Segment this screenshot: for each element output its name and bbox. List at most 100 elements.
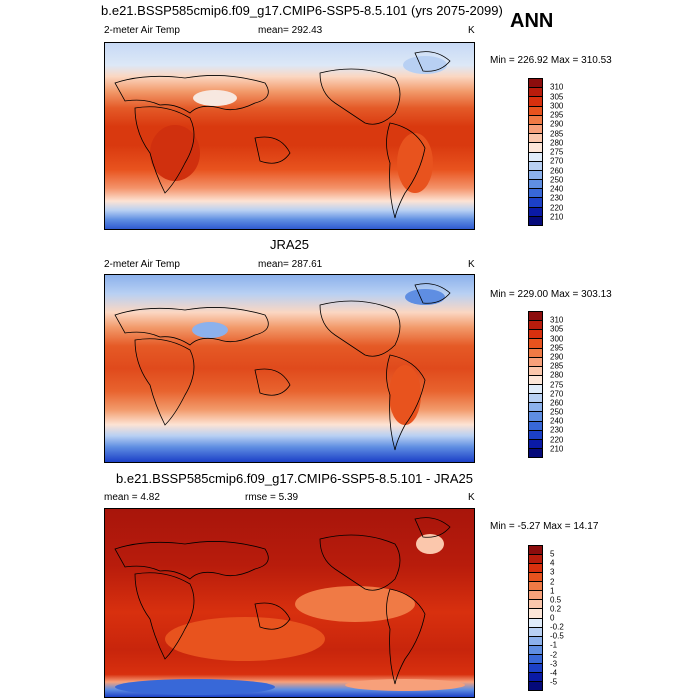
colorbar-swatch [529,385,542,395]
colorbar-tick-label: 310 [550,82,564,92]
panel3-minmax: Min = -5.27 Max = 14.17 [490,521,599,532]
panel2-colorbar [528,311,543,458]
colorbar-tick-label: 260 [550,398,564,408]
colorbar-swatch [529,582,542,592]
colorbar-swatch [529,681,542,690]
panel3-units: K [468,492,475,503]
colorbar-swatch [529,207,542,217]
colorbar-tick-label: 260 [550,166,564,175]
colorbar-swatch [529,546,542,556]
panel3-title: b.e21.BSSP585cmip6.f09_g17.CMIP6-SSP5-8.… [116,471,473,486]
panel2-units: K [468,259,475,270]
colorbar-swatch [529,321,542,331]
colorbar-swatch [529,564,542,574]
colorbar-tick-label: 0.5 [550,595,562,605]
colorbar-tick-label: 300 [550,334,564,344]
colorbar-tick-label: 5 [550,549,555,559]
colorbar-swatch [529,366,542,376]
colorbar-swatch [529,421,542,431]
panel1-units: K [468,25,475,36]
colorbar-tick-label: 270 [550,389,564,399]
colorbar-swatch [529,88,542,98]
panel1-map [104,42,475,230]
colorbar-swatch [529,330,542,340]
colorbar-swatch [529,312,542,322]
colorbar-tick-label: 3 [550,567,555,577]
colorbar-swatch [529,134,542,144]
panel2-mean: mean= 287.61 [258,259,323,270]
colorbar-tick-label: 250 [550,175,564,185]
panel1-minmax: Min = 226.92 Max = 310.53 [490,55,612,66]
colorbar-swatch [529,143,542,153]
colorbar-tick-label: 0 [550,613,555,623]
colorbar-tick-label: 310 [550,315,564,325]
colorbar-swatch [529,663,542,673]
colorbar-tick-label: 285 [550,129,564,138]
panel3-colorbar [528,545,543,691]
panel1-title: b.e21.BSSP585cmip6.f09_g17.CMIP6-SSP5-8.… [101,3,503,18]
panel1-mean: mean= 292.43 [258,25,323,36]
colorbar-tick-label: -0.2 [550,622,564,632]
panel3-map [104,508,475,698]
panel3-rmse: rmse = 5.39 [245,492,299,503]
panel2-title: JRA25 [270,237,310,252]
colorbar-tick-label: 250 [550,407,564,417]
colorbar-tick-label: 230 [550,425,564,435]
colorbar-tick-label: 295 [550,110,564,120]
panel2-minmax: Min = 229.00 Max = 303.13 [490,289,612,300]
colorbar-swatch [529,161,542,171]
colorbar-swatch [529,152,542,162]
colorbar-swatch [529,600,542,610]
colorbar-tick-label: 280 [550,370,564,380]
colorbar-swatch [529,115,542,125]
colorbar-swatch [529,636,542,646]
colorbar-swatch [529,394,542,404]
colorbar-tick-label: 295 [550,343,564,353]
colorbar-tick-label: 220 [550,203,564,212]
colorbar-swatch [529,555,542,565]
colorbar-swatch [529,79,542,89]
colorbar-swatch [529,672,542,682]
colorbar-swatch [529,170,542,181]
colorbar-swatch [529,439,542,449]
colorbar-swatch [529,97,542,107]
colorbar-tick-label: 4 [550,558,555,568]
colorbar-swatch [529,618,542,628]
colorbar-tick-label: -3 [550,659,558,669]
colorbar-swatch [529,348,542,358]
colorbar-tick-label: 275 [550,380,564,389]
panel1-colorbar [528,78,543,226]
colorbar-swatch [529,180,542,190]
colorbar-swatch [529,448,542,457]
colorbar-tick-label: 210 [550,212,564,222]
colorbar-swatch [529,357,542,367]
colorbar-tick-label: 300 [550,101,564,111]
panel3-mean: mean = 4.82 [104,492,160,503]
colorbar-tick-label: 270 [550,156,564,166]
colorbar-swatch [529,654,542,664]
colorbar-swatch [529,339,542,349]
colorbar-tick-label: -2 [550,650,558,659]
colorbar-swatch [529,375,542,385]
colorbar-tick-label: 290 [550,352,564,362]
panel2-left-label: 2-meter Air Temp [104,259,180,270]
colorbar-tick-label: -4 [550,668,558,678]
colorbar-swatch [529,627,542,637]
colorbar-swatch [529,430,542,440]
colorbar-tick-label: -1 [550,640,558,650]
colorbar-tick-label: 290 [550,119,564,129]
colorbar-tick-label: 1 [550,586,555,596]
colorbar-tick-label: 275 [550,147,564,157]
colorbar-tick-label: 240 [550,184,564,194]
colorbar-swatch [529,198,542,208]
colorbar-swatch [529,609,542,619]
colorbar-tick-label: 0.2 [550,604,562,614]
colorbar-tick-label: 280 [550,138,564,148]
panel2-map [104,274,475,463]
colorbar-tick-label: 240 [550,416,564,426]
colorbar-tick-label: 305 [550,324,564,334]
colorbar-swatch [529,403,542,413]
colorbar-swatch [529,573,542,583]
colorbar-tick-label: 230 [550,193,564,203]
panel1-left-label: 2-meter Air Temp [104,25,180,36]
